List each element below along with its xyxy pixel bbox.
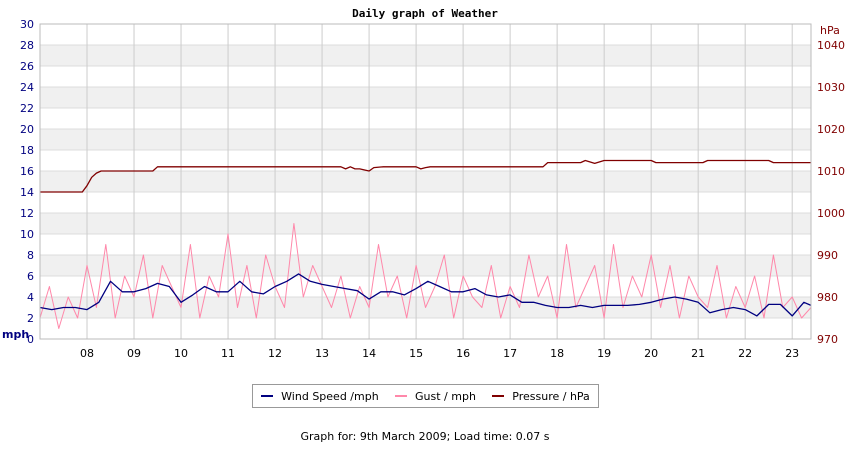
plot-band (40, 45, 811, 66)
right-tick-label: 990 (817, 249, 838, 262)
x-tick-label: 21 (691, 347, 705, 360)
plot-bands (40, 45, 811, 318)
legend-label-wind: Wind Speed /mph (281, 389, 379, 403)
legend-label-pressure: Pressure / hPa (512, 389, 590, 403)
left-tick-label: 6 (27, 270, 34, 283)
left-tick-label: 2 (27, 312, 34, 325)
left-tick-label: 16 (20, 165, 34, 178)
chart-title: Daily graph of Weather (352, 7, 498, 20)
left-tick-label: 26 (20, 60, 34, 73)
legend-label-gust: Gust / mph (415, 389, 476, 403)
legend-swatch-pressure (492, 395, 505, 397)
x-tick-label: 15 (409, 347, 423, 360)
right-axis-unit: hPa (820, 24, 840, 37)
weather-chart: Daily graph of Weather 02468101214161820… (2, 7, 845, 360)
legend-item-pressure: Pressure / hPa (492, 390, 590, 403)
right-axis-ticks: 970 980 990 1000 1010 1020 1030 1040 (817, 39, 845, 346)
x-tick-label: 14 (362, 347, 376, 360)
left-tick-label: 4 (27, 291, 34, 304)
legend-swatch-gust (395, 395, 408, 397)
x-tick-label: 19 (597, 347, 611, 360)
x-tick-label: 11 (221, 347, 235, 360)
footer-date: 9th March 2009 (359, 430, 447, 443)
left-tick-label: 0 (27, 333, 34, 346)
series-gust (39, 223, 812, 329)
x-tick-label: 10 (174, 347, 188, 360)
left-tick-label: 18 (20, 144, 34, 157)
footer-status: Graph for: 9th March 2009; Load time: 0.… (0, 430, 850, 443)
right-tick-label: 1040 (817, 39, 845, 52)
right-tick-label: 1000 (817, 207, 845, 220)
left-tick-label: 30 (20, 18, 34, 31)
left-tick-label: 28 (20, 39, 34, 52)
footer-prefix: Graph for: (300, 430, 360, 443)
plot-band (40, 171, 811, 192)
x-tick-label: 12 (268, 347, 282, 360)
left-axis-unit: mph (2, 328, 29, 341)
left-tick-label: 14 (20, 186, 34, 199)
x-tick-label: 16 (456, 347, 470, 360)
left-tick-label: 24 (20, 81, 34, 94)
x-tick-label: 22 (738, 347, 752, 360)
x-tick-label: 20 (644, 347, 658, 360)
plot-border (39, 23, 812, 340)
left-tick-label: 10 (20, 228, 34, 241)
left-tick-label: 22 (20, 102, 34, 115)
footer-suffix: ; Load time: 0.07 s (446, 430, 550, 443)
x-tick-label: 13 (315, 347, 329, 360)
plot-band (40, 129, 811, 150)
legend-item-gust: Gust / mph (395, 390, 476, 403)
series-group (39, 159, 812, 329)
x-tick-label: 09 (127, 347, 141, 360)
plot-band (40, 255, 811, 276)
x-tick-label: 23 (785, 347, 799, 360)
left-tick-label: 12 (20, 207, 34, 220)
x-tick-label: 18 (550, 347, 564, 360)
right-tick-label: 1020 (817, 123, 845, 136)
legend-item-wind: Wind Speed /mph (261, 390, 379, 403)
x-tick-label: 08 (80, 347, 94, 360)
right-tick-label: 1030 (817, 81, 845, 94)
right-tick-label: 1010 (817, 165, 845, 178)
plot-band (40, 213, 811, 234)
x-tick-label: 17 (503, 347, 517, 360)
legend-swatch-wind (261, 395, 274, 397)
right-tick-label: 970 (817, 333, 838, 346)
left-tick-label: 20 (20, 123, 34, 136)
left-tick-label: 8 (27, 249, 34, 262)
right-tick-label: 980 (817, 291, 838, 304)
legend: Wind Speed /mph Gust / mph Pressure / hP… (252, 384, 599, 408)
plot-band (40, 87, 811, 108)
x-axis-ticks: 08 09 10 11 12 13 14 15 16 17 18 19 20 21 22 23 (80, 347, 799, 360)
series-wind-speed (39, 273, 812, 317)
series-pressure (40, 159, 811, 193)
